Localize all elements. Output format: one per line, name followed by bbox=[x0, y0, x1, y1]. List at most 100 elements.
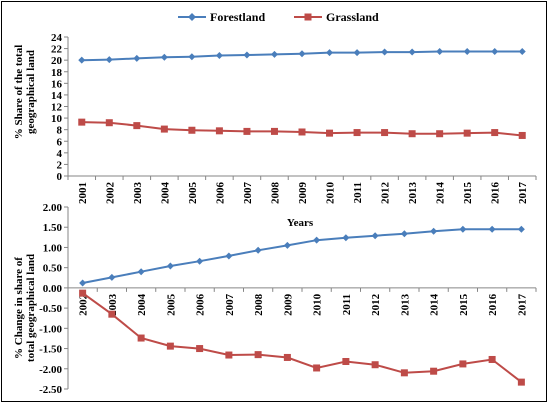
bottom-y-tick-label: -2.00 bbox=[39, 364, 62, 376]
top-x-tick-label: 2013 bbox=[407, 182, 419, 205]
top-point-grassland bbox=[436, 130, 444, 138]
bottom-point-forestland bbox=[342, 234, 350, 242]
top-y-tick-label: 6 bbox=[57, 136, 63, 148]
legend-grassland-label: Grassland bbox=[326, 10, 379, 24]
top-point-forestland bbox=[381, 48, 389, 56]
bottom-x-tick-label: 2005 bbox=[165, 293, 177, 316]
top-y-tick-label: 10 bbox=[51, 113, 63, 125]
top-x-tick-label: 2010 bbox=[325, 182, 337, 205]
bottom-y-ticks: -2.50 -2.00 -1.50 -1.00 -0.50 0.00 0.50 1.00 1.5… bbox=[39, 202, 68, 396]
bottom-chart: -2.50 -2.00 -1.50 -1.00 -0.50 0.00 0.50 1.00 1.5… bbox=[13, 202, 537, 396]
bottom-x-tick-label: 2006 bbox=[195, 293, 207, 316]
bottom-x-tick-label: 2015 bbox=[458, 293, 470, 316]
top-y-tick-label: 18 bbox=[51, 67, 63, 79]
bottom-x-tick-label: 2004 bbox=[136, 293, 148, 316]
top-y-tick-label: 22 bbox=[51, 44, 63, 56]
bottom-series-line-grassland bbox=[82, 292, 523, 383]
top-y-tick-label: 14 bbox=[51, 90, 63, 102]
top-x-tick-label: 2007 bbox=[242, 182, 254, 205]
bottom-x-ticks: 2002 2003 2004 2005 2006 2007 2008 2009 2010 2011… bbox=[67, 287, 537, 316]
bottom-y-axis-label-line1: % Change in share of bbox=[13, 257, 25, 359]
top-point-forestland bbox=[78, 56, 86, 64]
top-point-grassland bbox=[463, 129, 471, 137]
bottom-y-tick-label: 0.00 bbox=[43, 283, 63, 295]
bottom-point-grassland bbox=[79, 289, 87, 297]
top-point-forestland bbox=[353, 49, 361, 57]
bottom-y-tick-label: 1.00 bbox=[43, 242, 63, 254]
top-point-forestland bbox=[105, 56, 113, 64]
top-x-tick-label: 2001 bbox=[77, 182, 89, 204]
bottom-x-tick-label: 2008 bbox=[253, 293, 265, 316]
top-point-forestland bbox=[518, 47, 526, 55]
bottom-y-tick-label: -1.00 bbox=[39, 323, 62, 335]
bottom-point-grassland bbox=[459, 360, 467, 368]
legend-forestland-marker bbox=[188, 13, 196, 21]
bottom-point-grassland bbox=[196, 345, 204, 353]
top-y-tick-label: 12 bbox=[51, 102, 63, 114]
bottom-point-grassland bbox=[488, 355, 496, 363]
top-point-grassland bbox=[243, 127, 251, 135]
top-point-forestland bbox=[491, 47, 499, 55]
bottom-point-forestland bbox=[137, 268, 145, 276]
top-y-tick-label: 4 bbox=[57, 148, 63, 160]
top-point-grassland bbox=[408, 130, 416, 138]
top-point-grassland bbox=[518, 131, 526, 139]
legend: Forestland Grassland bbox=[178, 10, 379, 24]
bottom-point-forestland bbox=[313, 236, 321, 244]
bottom-x-tick-label: 2017 bbox=[516, 293, 528, 316]
top-point-forestland bbox=[463, 47, 471, 55]
bottom-point-forestland bbox=[400, 230, 408, 238]
bottom-point-grassland bbox=[166, 342, 174, 350]
bottom-series-line-forestland bbox=[82, 228, 522, 284]
top-point-grassland bbox=[160, 125, 168, 133]
top-point-forestland bbox=[270, 50, 278, 58]
top-x-tick-label: 2004 bbox=[159, 182, 171, 205]
legend-grassland-marker bbox=[304, 13, 312, 21]
bottom-point-forestland bbox=[517, 225, 525, 233]
bottom-point-grassland bbox=[283, 353, 291, 361]
top-point-grassland bbox=[133, 122, 141, 130]
legend-forestland-label: Forestland bbox=[210, 10, 265, 24]
bottom-y-tick-label: 0.50 bbox=[43, 263, 63, 275]
top-x-tick-label: 2014 bbox=[435, 182, 447, 205]
top-point-grassland bbox=[326, 129, 334, 137]
top-x-ticks: 2001 2002 2003 2004 2005 2006 2007 2008 2009 2010… bbox=[67, 176, 537, 205]
top-point-grassland bbox=[298, 128, 306, 136]
top-point-grassland bbox=[188, 126, 196, 134]
top-y-tick-label: 16 bbox=[51, 78, 63, 90]
bottom-point-forestland bbox=[371, 232, 379, 240]
top-y-tick-label: 20 bbox=[51, 55, 63, 67]
bottom-x-tick-label: 2009 bbox=[282, 293, 294, 316]
bottom-point-forestland bbox=[430, 227, 438, 235]
bottom-x-tick-label: 2003 bbox=[107, 293, 119, 316]
top-x-tick-label: 2009 bbox=[297, 182, 309, 205]
bottom-point-forestland bbox=[225, 252, 233, 260]
top-point-grassland bbox=[78, 118, 86, 126]
top-x-tick-label: 2017 bbox=[517, 182, 529, 205]
bottom-point-forestland bbox=[196, 257, 204, 265]
top-series bbox=[78, 47, 526, 139]
bottom-point-grassland bbox=[517, 378, 525, 386]
top-x-tick-label: 2012 bbox=[380, 182, 392, 205]
bottom-point-forestland bbox=[108, 273, 116, 281]
top-point-forestland bbox=[188, 53, 196, 61]
bottom-x-tick-label: 2011 bbox=[341, 294, 353, 315]
bottom-x-tick-label: 2002 bbox=[78, 293, 90, 316]
top-x-tick-label: 2006 bbox=[214, 182, 226, 205]
top-y-tick-label: 2 bbox=[57, 159, 63, 171]
top-x-tick-label: 2011 bbox=[352, 182, 364, 203]
top-point-forestland bbox=[243, 51, 251, 59]
bottom-point-forestland bbox=[166, 262, 174, 270]
top-x-axis-label: Years bbox=[287, 217, 314, 229]
bottom-point-grassland bbox=[108, 310, 116, 318]
bottom-y-tick-label: 2.00 bbox=[43, 202, 63, 214]
bottom-x-tick-label: 2012 bbox=[370, 293, 382, 316]
top-point-grassland bbox=[353, 129, 361, 137]
bottom-series bbox=[79, 225, 525, 386]
top-point-forestland bbox=[436, 47, 444, 55]
bottom-point-grassland bbox=[342, 357, 350, 365]
bottom-point-grassland bbox=[254, 351, 262, 359]
